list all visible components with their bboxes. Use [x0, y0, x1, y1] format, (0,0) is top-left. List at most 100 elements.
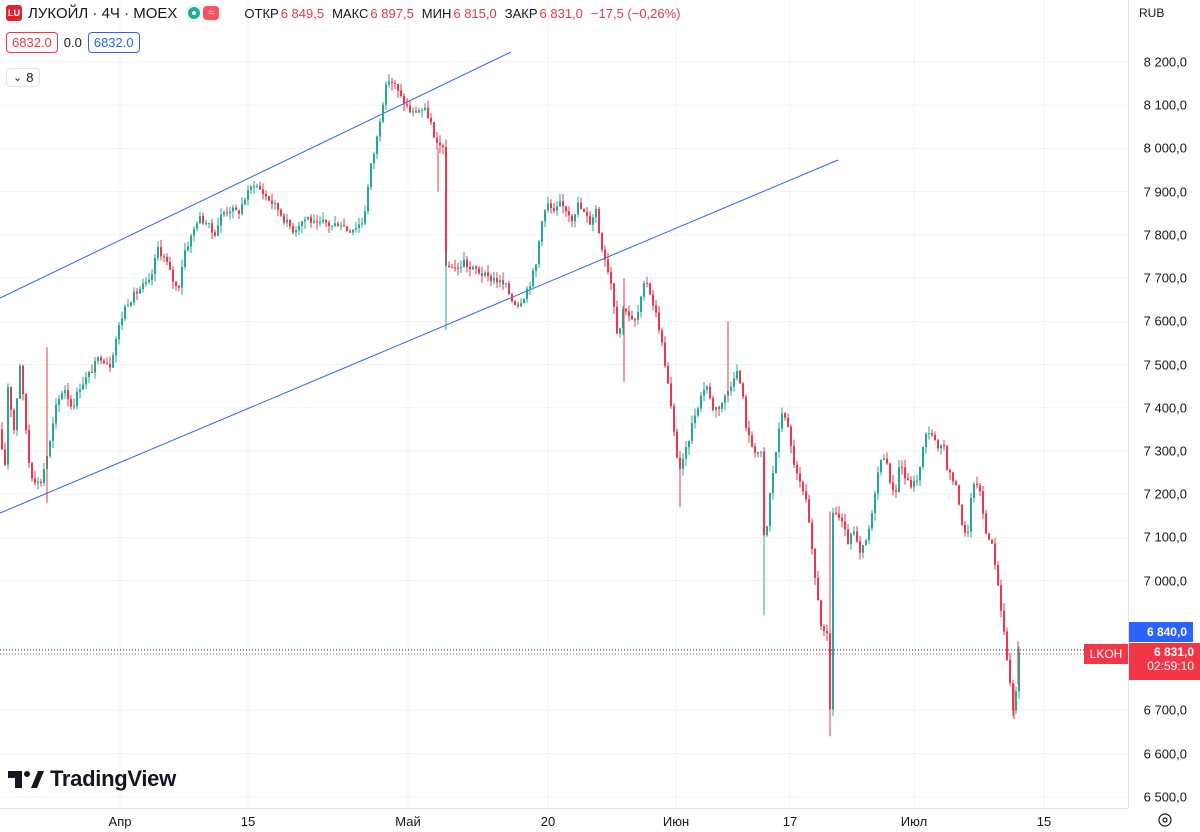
- chevron-down-icon[interactable]: ⌄: [13, 72, 23, 84]
- candle: [940, 444, 942, 455]
- candle: [328, 220, 330, 234]
- candle: [1012, 679, 1014, 717]
- candle: [739, 369, 741, 384]
- candle-body: [145, 281, 147, 284]
- candle-body: [928, 433, 930, 435]
- candle: [241, 197, 243, 216]
- candle-body: [325, 219, 327, 223]
- delayed-data-icon[interactable]: ≈: [203, 6, 220, 20]
- candle-body: [901, 467, 903, 469]
- price-scale[interactable]: RUB 8 200,0 8 100,0 8 000,0 7 900,0 7 800,0 7…: [1128, 0, 1200, 808]
- candle: [265, 190, 267, 201]
- candle: [235, 204, 237, 211]
- candle-body: [952, 472, 954, 482]
- candle-body: [835, 512, 837, 514]
- candle: [859, 535, 861, 560]
- candle-body: [58, 398, 60, 405]
- candle-body: [280, 209, 282, 216]
- candle-body: [427, 107, 429, 118]
- price-chart[interactable]: [0, 0, 1128, 808]
- candle-body: [157, 247, 159, 258]
- candle: [181, 259, 183, 295]
- candle: [571, 214, 573, 227]
- market-open-icon[interactable]: [188, 7, 201, 19]
- candle-body: [196, 223, 198, 229]
- candle: [259, 181, 261, 191]
- candle: [151, 269, 153, 286]
- candle: [931, 429, 933, 438]
- symbol-title[interactable]: ЛУКОЙЛ · 4Ч · MOEX: [28, 4, 178, 22]
- candle: [544, 209, 546, 228]
- candle: [325, 219, 327, 228]
- candle: [676, 428, 678, 459]
- candle: [196, 221, 198, 232]
- candle-body: [619, 328, 621, 334]
- candle-body: [616, 306, 618, 334]
- candle-body: [547, 203, 549, 211]
- candle-body: [799, 473, 801, 482]
- candle: [382, 101, 384, 124]
- trendlines[interactable]: [0, 51, 839, 514]
- symbol-legend[interactable]: LU ЛУКОЙЛ · 4Ч · MOEX ≈ ОТКР 6 849,5 МАКС…: [6, 4, 681, 22]
- candle: [217, 217, 219, 237]
- candle-body: [904, 467, 906, 479]
- candle-body: [529, 286, 531, 289]
- candle-body: [865, 540, 867, 546]
- market-status-pill[interactable]: ≈: [185, 4, 223, 22]
- candle-body: [289, 219, 291, 227]
- candle: [1006, 627, 1008, 661]
- candle-body: [1009, 659, 1011, 684]
- candle: [97, 356, 99, 365]
- candle-body: [508, 283, 510, 295]
- candle: [424, 103, 426, 112]
- candle-body: [445, 146, 447, 266]
- candle: [19, 363, 21, 399]
- candle-body: [844, 521, 846, 530]
- candle-body: [388, 81, 390, 85]
- candle-body: [862, 545, 864, 553]
- candle: [958, 484, 960, 506]
- candle-body: [82, 384, 84, 390]
- candle-body: [556, 206, 558, 211]
- candle: [418, 107, 420, 113]
- candle: [802, 480, 804, 496]
- candle-body: [493, 278, 495, 281]
- sell-button[interactable]: 6832.0: [6, 32, 58, 53]
- channel-upper-line[interactable]: [0, 51, 512, 299]
- candle-body: [676, 431, 678, 458]
- candle-body: [1, 429, 3, 450]
- candle-body: [580, 202, 582, 210]
- candle: [292, 222, 294, 235]
- buy-button[interactable]: 6832.0: [87, 32, 140, 53]
- candle: [517, 301, 519, 309]
- candle: [40, 478, 42, 487]
- scale-settings-icon[interactable]: [1157, 812, 1173, 828]
- currency-label[interactable]: RUB: [1139, 6, 1165, 20]
- candle-body: [967, 531, 969, 533]
- channel-lower-line[interactable]: [0, 159, 839, 514]
- candle: [442, 143, 444, 155]
- chart-pane[interactable]: LU ЛУКОЙЛ · 4Ч · MOEX ≈ ОТКР 6 849,5 МАКС…: [0, 0, 1128, 808]
- candle-body: [553, 208, 555, 211]
- tradingview-logo[interactable]: TradingView: [8, 766, 176, 792]
- candle-body: [838, 513, 840, 518]
- candle: [70, 394, 72, 410]
- candle-body: [49, 440, 51, 457]
- candle-body: [451, 267, 453, 269]
- candle: [955, 479, 957, 486]
- candle-body: [970, 497, 972, 532]
- candle: [139, 286, 141, 295]
- candle-body: [370, 163, 372, 187]
- candle-body: [748, 427, 750, 436]
- candle-body: [397, 83, 399, 91]
- indicators-toggle[interactable]: ⌄ 8: [6, 68, 41, 87]
- candle-body: [22, 366, 24, 395]
- candle: [178, 284, 180, 292]
- candle-body: [871, 513, 873, 529]
- time-scale[interactable]: Апр 15 Май 20 Июн 17 Июл 15: [0, 808, 1128, 832]
- candle-body: [643, 283, 645, 297]
- candle-body: [373, 153, 375, 164]
- candle: [322, 212, 324, 224]
- candle: [142, 278, 144, 293]
- time-tick-label: Июл: [900, 814, 928, 829]
